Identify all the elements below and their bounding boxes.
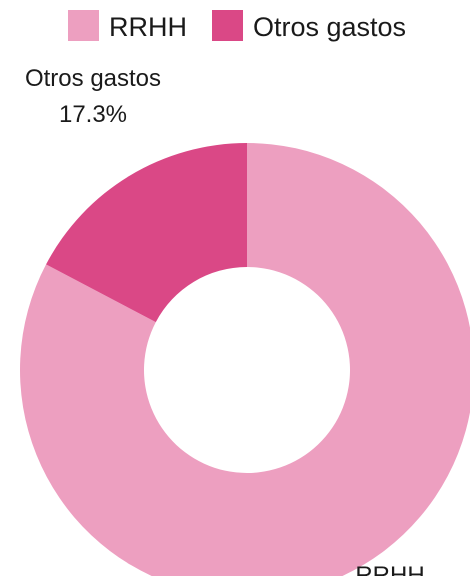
legend-label-otros-gastos: Otros gastos — [253, 12, 406, 42]
data-label-rrhh-name: RRHH — [355, 562, 424, 576]
legend-swatch-rrhh — [68, 10, 99, 41]
data-label-otros-gastos-name: Otros gastos — [25, 65, 161, 92]
donut-slice-rrhh — [20, 143, 470, 576]
donut-slice-otros-gastos — [46, 143, 248, 323]
legend-label-rrhh: RRHH — [109, 12, 187, 42]
chart-legend: RRHH Otros gastos — [68, 10, 406, 42]
data-label-otros-gastos-value: 17.3% — [59, 101, 127, 128]
legend-swatch-otros-gastos — [212, 10, 243, 41]
donut-slices — [20, 143, 470, 576]
data-labels: Otros gastos 17.3% RRHH — [25, 65, 425, 576]
